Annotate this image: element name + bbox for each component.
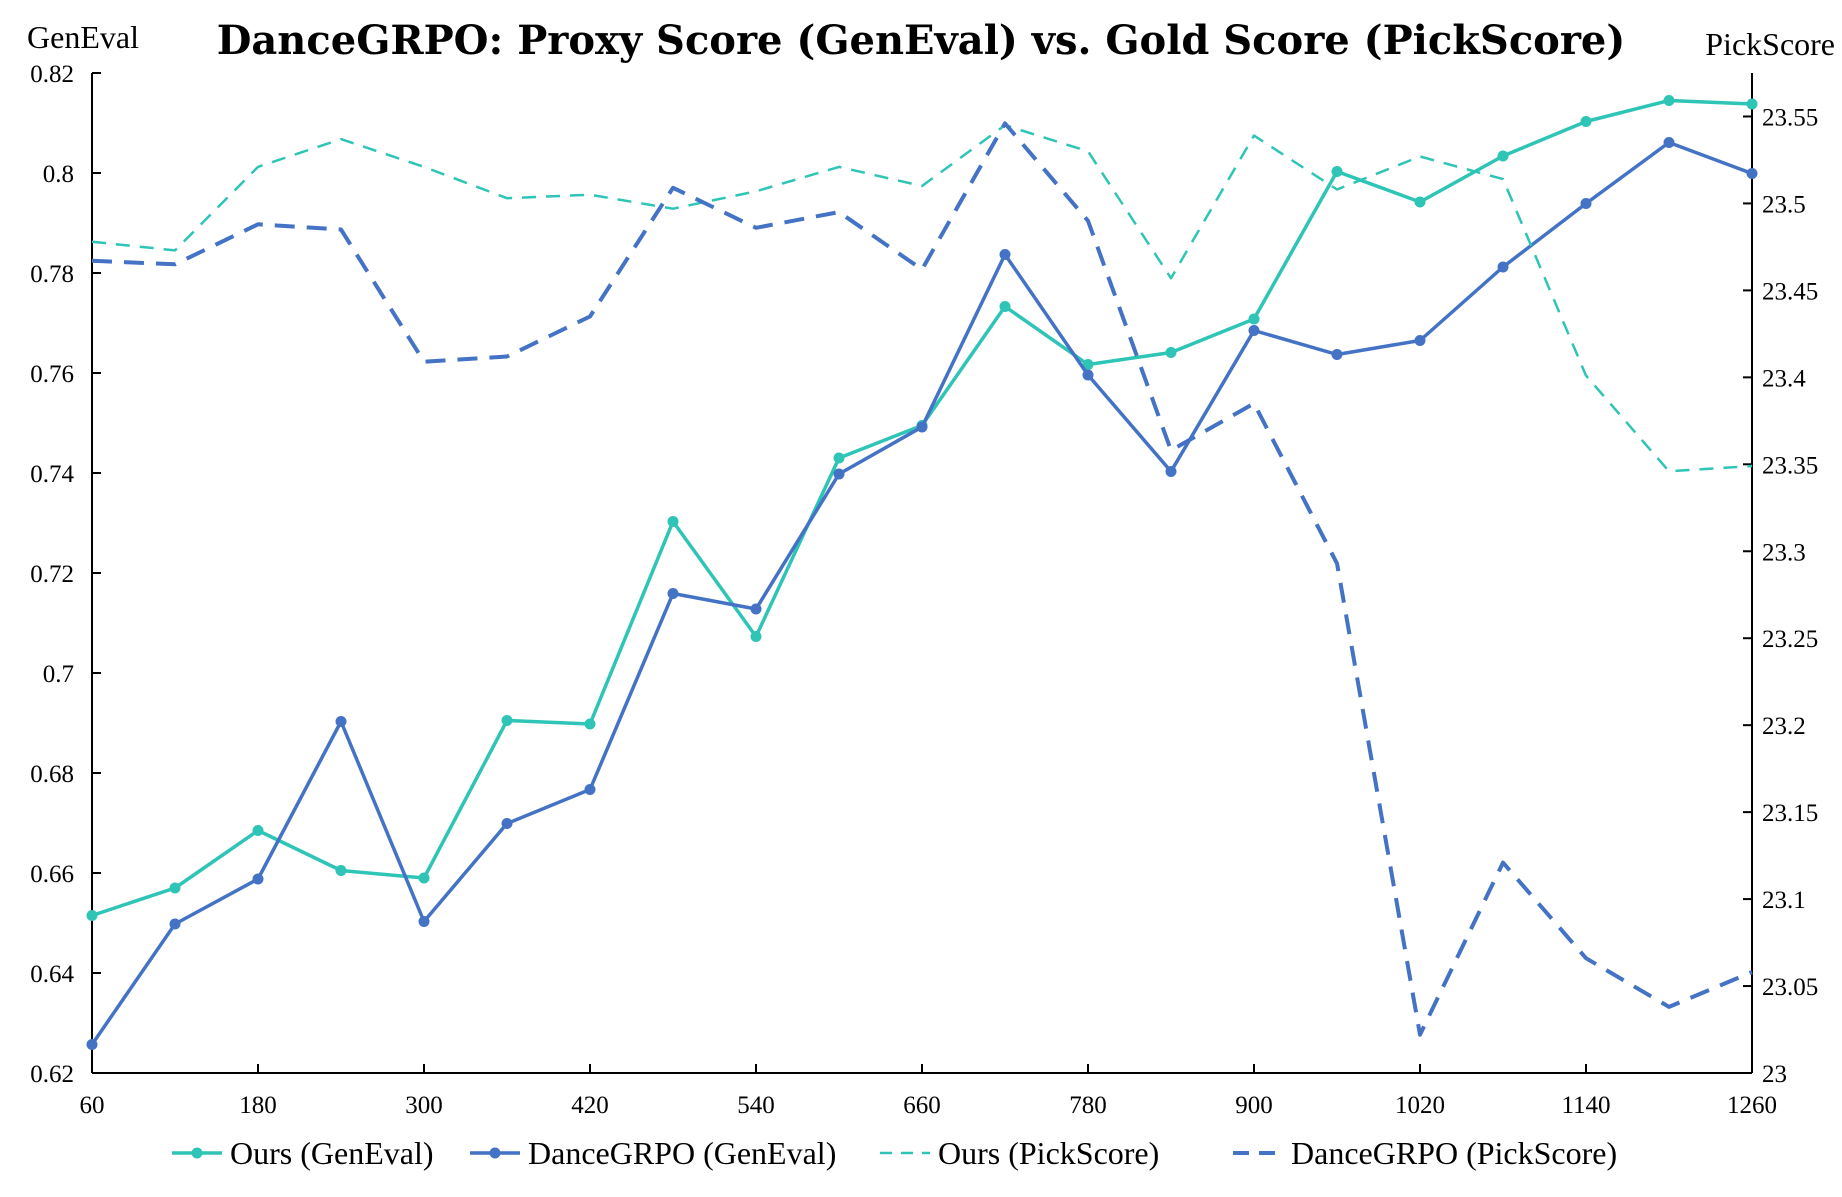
data-point-ours-geneval	[501, 715, 513, 726]
data-point-dancegrpo-geneval	[501, 818, 513, 829]
y-right-tick-label: 23.1	[1762, 887, 1806, 914]
y-left-tick-label: 0.64	[30, 961, 74, 988]
y-right-tick-label: 23.3	[1762, 539, 1806, 566]
data-point-dancegrpo-geneval	[1497, 261, 1509, 273]
y-left-tick-label: 0.72	[30, 561, 74, 588]
data-point-dancegrpo-geneval	[584, 784, 596, 795]
y-axis-right: 23 23.05 23.1 23.15 23.2 23.25 23.3 23.35 23.4 23…	[1743, 104, 1818, 1088]
y-left-tick-label: 0.82	[30, 61, 74, 88]
data-point-ours-geneval	[999, 301, 1011, 312]
data-point-dancegrpo-geneval	[999, 249, 1011, 260]
data-point-dancegrpo-geneval	[335, 716, 347, 727]
y-right-tick-label: 23.05	[1762, 974, 1818, 1001]
data-point-ours-geneval	[1663, 95, 1675, 106]
y-right-tick-label: 23	[1762, 1061, 1787, 1088]
data-point-dancegrpo-geneval	[252, 873, 264, 885]
data-point-dancegrpo-geneval	[750, 603, 762, 615]
series-line-dancegrpo-pickscore	[91, 121, 1753, 1037]
data-point-ours-geneval	[169, 882, 181, 894]
y-right-tick-label: 23.45	[1762, 278, 1818, 305]
data-point-dancegrpo-geneval	[1414, 335, 1426, 346]
data-point-dancegrpo-geneval	[1082, 369, 1094, 381]
y-right-tick-label: 23.5	[1762, 191, 1806, 218]
data-point-ours-geneval	[1165, 347, 1177, 358]
series-line-ours-pickscore	[91, 123, 1753, 473]
data-point-ours-geneval	[750, 631, 762, 642]
data-point-dancegrpo-geneval	[86, 1039, 98, 1050]
y-right-tick-label: 23.15	[1762, 800, 1818, 827]
data-point-ours-geneval	[418, 872, 430, 884]
legend-label: DanceGRPO (PickScore)	[1291, 1135, 1617, 1171]
data-point-dancegrpo-geneval	[1663, 137, 1675, 148]
y-left-tick-label: 0.78	[30, 261, 74, 288]
y-left-tick-label: 0.76	[30, 361, 74, 388]
chart-title: DanceGRPO: Proxy Score (GenEval) vs. Gol…	[217, 17, 1626, 64]
data-point-dancegrpo-geneval	[833, 468, 845, 480]
y-left-tick-label: 0.7	[43, 661, 74, 688]
data-point-ours-geneval	[1082, 359, 1094, 370]
legend-marker	[191, 1147, 203, 1159]
x-tick-label: 300	[405, 1092, 443, 1119]
y-left-tick-label: 0.62	[30, 1061, 74, 1088]
legend-label: DanceGRPO (GenEval)	[528, 1135, 836, 1171]
y-left-tick-label: 0.74	[30, 461, 74, 488]
data-point-ours-geneval	[252, 825, 264, 836]
x-tick-label: 1020	[1395, 1092, 1445, 1119]
data-point-ours-geneval	[335, 865, 347, 876]
x-tick-label: 780	[1069, 1092, 1107, 1119]
y-left-tick-label: 0.8	[43, 161, 74, 188]
data-point-ours-geneval	[1248, 313, 1260, 325]
right-axis-label: PickScore	[1705, 26, 1835, 62]
data-point-ours-geneval	[667, 516, 679, 527]
data-point-ours-geneval	[1331, 166, 1343, 177]
series-line-ours-geneval	[91, 98, 1753, 918]
data-point-dancegrpo-geneval	[916, 421, 928, 433]
y-right-tick-label: 23.4	[1762, 365, 1806, 392]
y-left-tick-label: 0.68	[30, 761, 74, 788]
data-point-dancegrpo-geneval	[667, 588, 679, 599]
x-tick-label: 180	[239, 1092, 277, 1119]
x-tick-label: 660	[903, 1092, 941, 1119]
data-point-dancegrpo-geneval	[1746, 168, 1758, 179]
series-line-dancegrpo-geneval	[90, 140, 1753, 1046]
data-point-ours-geneval	[1580, 116, 1592, 127]
y-right-tick-label: 23.25	[1762, 626, 1818, 653]
x-axis: 60 180 300 420 540 660 780 900 1020 1140 1260	[80, 1064, 1777, 1119]
left-axis-label: GenEval	[27, 19, 139, 55]
plot-frame	[91, 73, 1753, 1074]
legend-label: Ours (PickScore)	[938, 1135, 1159, 1171]
y-left-tick-label: 0.66	[30, 861, 74, 888]
data-point-ours-geneval	[833, 452, 845, 464]
y-axis-left: 0.62 0.64 0.66 0.68 0.7 0.72 0.74 0.76 0.78 0.8 0.…	[30, 61, 101, 1088]
legend: Ours (GenEval) DanceGRPO (GenEval) Ours (P…	[172, 1135, 1617, 1171]
data-point-ours-geneval	[1414, 196, 1426, 208]
series-layer	[86, 95, 1758, 1050]
y-right-tick-label: 23.35	[1762, 452, 1818, 479]
data-point-dancegrpo-geneval	[1580, 198, 1592, 209]
data-point-dancegrpo-geneval	[1248, 325, 1260, 336]
data-point-ours-geneval	[584, 718, 596, 730]
x-tick-label: 1140	[1561, 1092, 1610, 1119]
x-tick-label: 900	[1235, 1092, 1273, 1119]
data-point-dancegrpo-geneval	[418, 916, 430, 927]
y-right-tick-label: 23.55	[1762, 104, 1818, 131]
y-right-tick-label: 23.2	[1762, 713, 1806, 740]
x-tick-label: 60	[80, 1092, 105, 1119]
data-point-dancegrpo-geneval	[1165, 466, 1177, 477]
data-point-dancegrpo-geneval	[169, 918, 181, 930]
data-point-ours-geneval	[86, 910, 98, 921]
data-point-dancegrpo-geneval	[1331, 349, 1343, 360]
legend-marker	[489, 1147, 501, 1159]
x-tick-label: 1260	[1727, 1092, 1777, 1119]
data-point-ours-geneval	[1497, 150, 1509, 162]
x-tick-label: 540	[737, 1092, 775, 1119]
data-point-ours-geneval	[1746, 98, 1758, 110]
legend-label: Ours (GenEval)	[230, 1135, 433, 1171]
x-tick-label: 420	[571, 1092, 609, 1119]
